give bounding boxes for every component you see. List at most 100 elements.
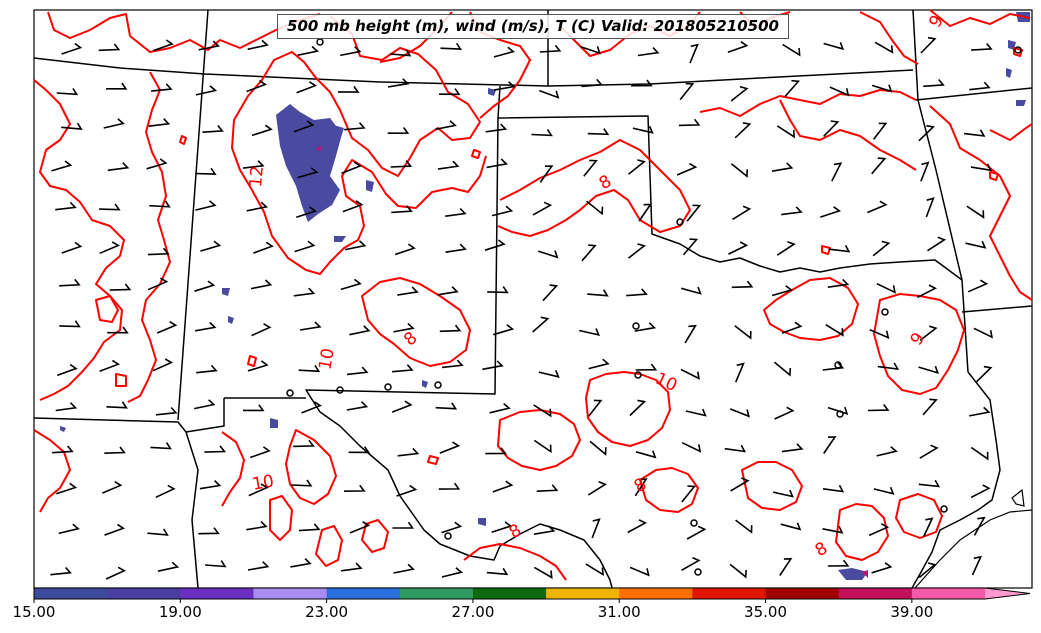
wind-barb — [779, 557, 793, 576]
wind-barb — [298, 364, 321, 373]
wind-barb — [774, 406, 795, 420]
wind-barb — [147, 247, 170, 256]
wind-barb — [731, 280, 754, 289]
wind-barb — [825, 324, 844, 337]
wind-barb — [680, 286, 702, 295]
wind-barb — [242, 404, 265, 412]
wind-barb — [579, 328, 601, 337]
wind-barb — [626, 288, 648, 297]
wind-barb — [195, 167, 217, 175]
wind-barb — [771, 285, 794, 297]
contour-label: 10 — [315, 347, 338, 372]
wind-barb — [200, 240, 222, 252]
wind-barb — [491, 521, 513, 533]
wind-barb — [296, 206, 318, 219]
colorbar-segment — [107, 588, 181, 599]
wind-barb — [387, 78, 410, 88]
wind-barb — [290, 558, 312, 568]
wind-barb — [917, 284, 938, 299]
wind-barb — [251, 323, 272, 337]
wind-barb — [967, 279, 989, 293]
wind-barb — [531, 129, 553, 137]
wind-barb — [822, 484, 845, 493]
wind-barb — [734, 325, 752, 340]
wind-barb — [50, 566, 72, 576]
wind-barb — [539, 165, 554, 183]
wind-barb — [55, 402, 78, 412]
wind-barb — [872, 122, 888, 140]
wind-barb — [99, 359, 121, 373]
wind-barb — [822, 362, 845, 371]
wind-barb — [194, 399, 216, 410]
wind-barb — [925, 197, 935, 218]
wind-barb — [927, 236, 947, 252]
wind-barb — [585, 563, 604, 577]
wind-barb — [776, 241, 796, 256]
wind-barb — [680, 368, 700, 380]
wind-barb — [101, 481, 123, 494]
wind-barb — [634, 478, 648, 497]
wind-barb — [587, 289, 609, 297]
colorbar-segment — [472, 588, 547, 599]
colorbar-segment — [326, 588, 401, 599]
wind-barb — [297, 167, 319, 179]
wind-barb — [784, 79, 801, 97]
wind-barb — [539, 89, 560, 99]
wind-barb — [684, 324, 697, 344]
wind-barb — [493, 324, 515, 336]
wind-barb — [638, 203, 653, 222]
wind-barb — [734, 122, 752, 139]
wind-barb — [820, 206, 842, 218]
wind-barb — [246, 79, 268, 93]
colorbar-segment — [692, 588, 767, 599]
wind-barb — [61, 241, 83, 254]
wind-barb — [438, 482, 461, 490]
wind-barb — [198, 527, 220, 535]
wind-barb — [493, 46, 516, 58]
wind-barb — [437, 286, 459, 296]
wind-barb — [686, 204, 702, 222]
wind-barb — [346, 401, 369, 411]
wind-barb — [155, 484, 176, 499]
wind-barb — [435, 402, 458, 410]
wind-barb — [776, 125, 795, 139]
wind-barb — [104, 523, 126, 536]
wind-barb — [337, 85, 360, 93]
wind-barb — [391, 400, 413, 413]
wind-barb — [918, 124, 935, 142]
wind-barb — [676, 162, 698, 176]
wind-barb — [389, 49, 412, 57]
wind-barb — [724, 444, 747, 453]
wind-barb — [685, 408, 707, 417]
wind-barb — [782, 43, 801, 57]
wind-barb — [629, 566, 650, 577]
wind-barb — [482, 360, 504, 371]
wind-barb — [435, 120, 457, 131]
wind-barb — [489, 402, 511, 414]
wind-barb — [109, 283, 132, 291]
wind-barb — [971, 42, 993, 51]
wind-barb — [781, 321, 803, 334]
wind-barb — [249, 446, 271, 459]
wind-barb — [971, 555, 983, 576]
wind-barb — [637, 47, 660, 57]
wind-barb — [729, 408, 750, 418]
wind-barb — [542, 284, 559, 302]
wind-barb — [246, 521, 268, 531]
wind-barb — [103, 118, 125, 129]
state-boundaries — [33, 9, 1033, 589]
colorbar-extension — [985, 588, 1030, 599]
wind-barb — [106, 401, 128, 409]
wind-barb — [98, 43, 121, 52]
wind-barb — [397, 447, 420, 457]
wind-barb — [56, 482, 78, 495]
wind-barb — [392, 521, 415, 529]
wind-barb — [868, 523, 890, 537]
wind-barb — [827, 278, 850, 288]
wind-barb — [146, 158, 168, 170]
wind-barb — [635, 450, 657, 459]
wind-barb — [732, 205, 752, 221]
wind-barb — [969, 406, 991, 417]
colorbar-tick-label: 31.00 — [597, 603, 641, 621]
